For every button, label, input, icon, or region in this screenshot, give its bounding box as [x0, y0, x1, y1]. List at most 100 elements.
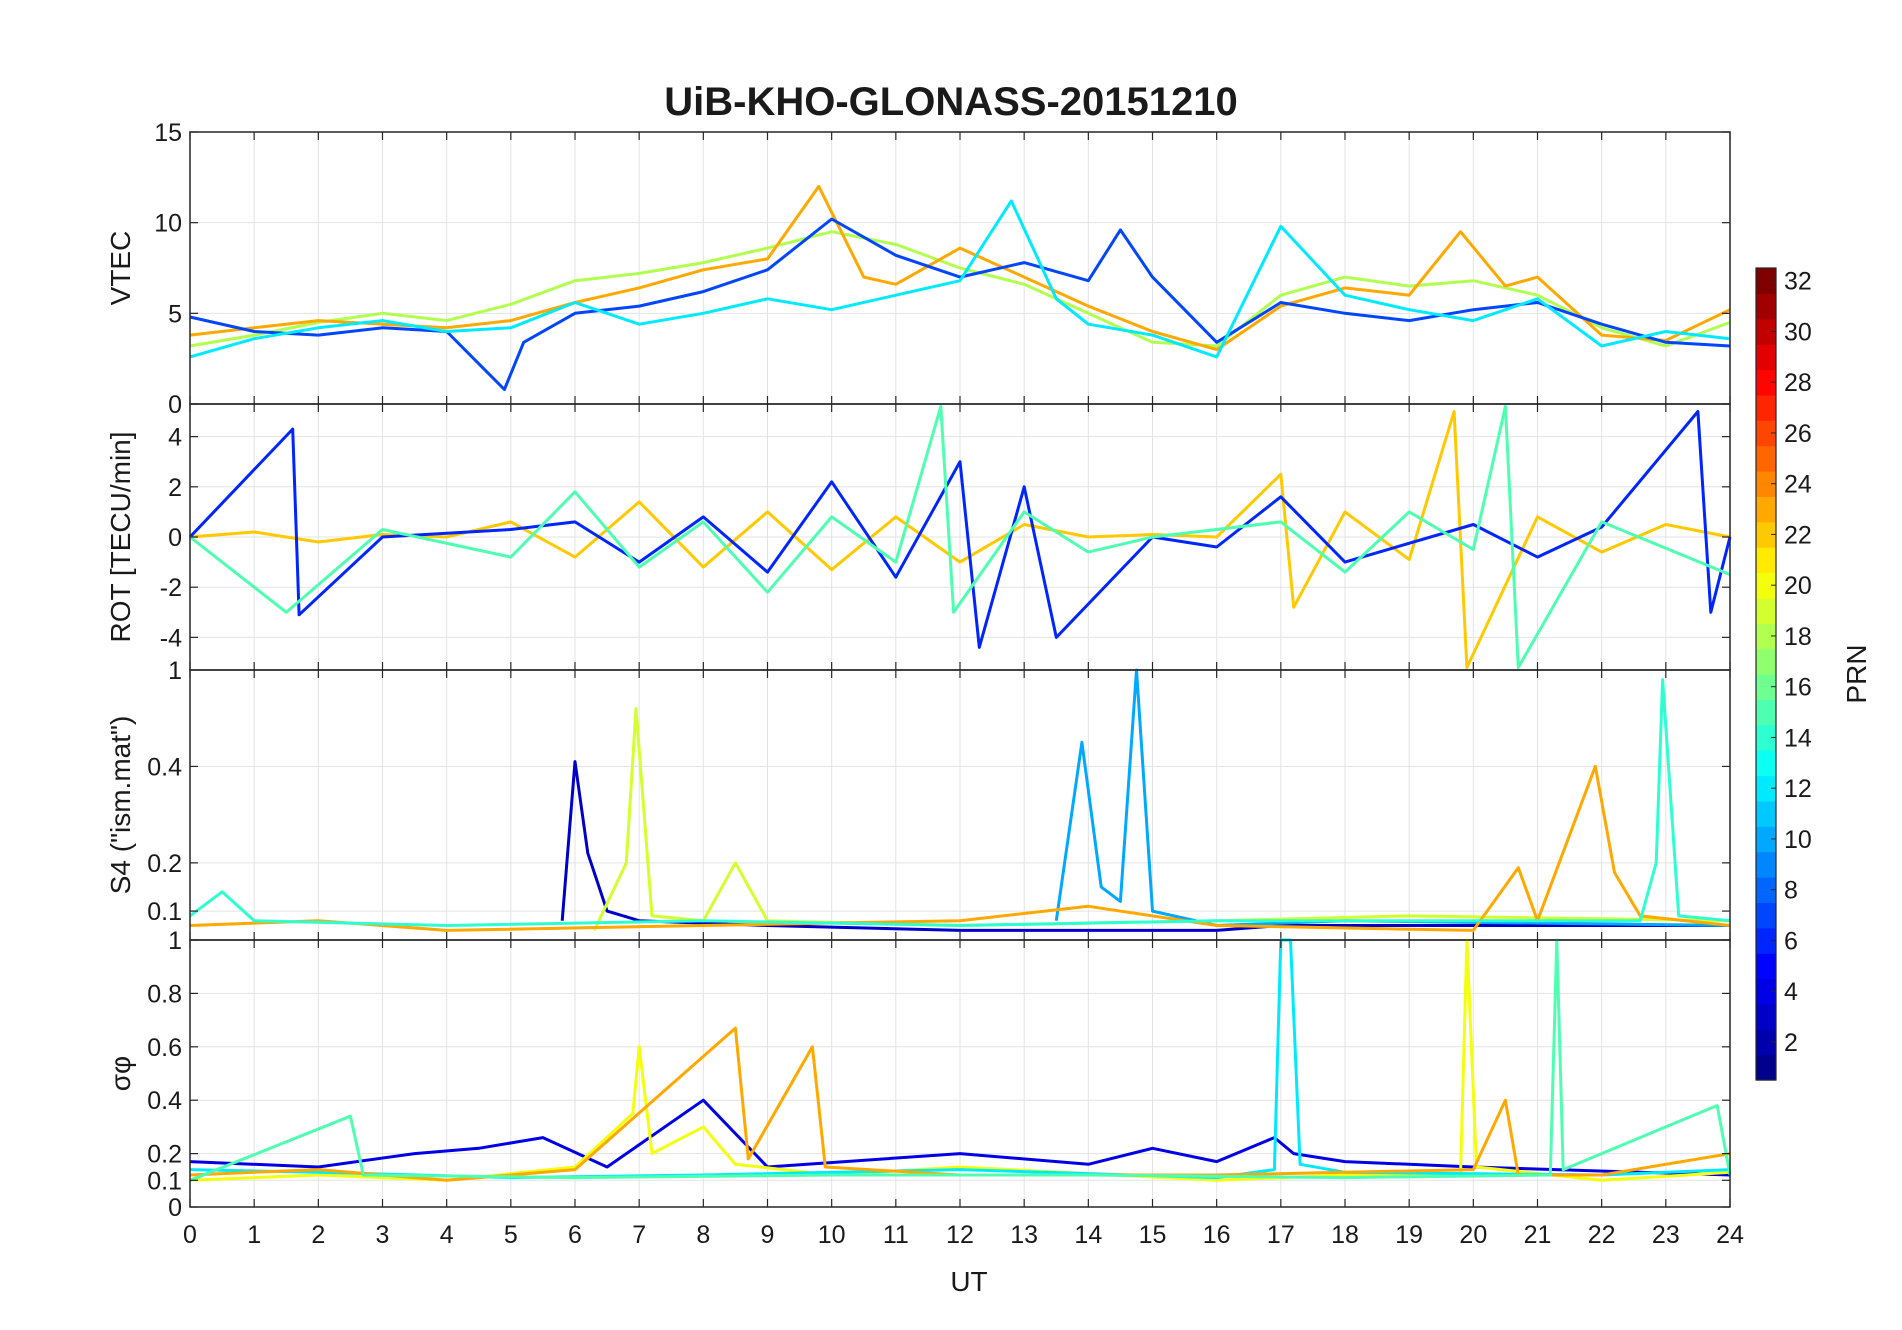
y-tick-label: 1: [168, 657, 182, 685]
series-line-prn-18: [189, 230, 1731, 348]
x-axis-label: UT: [950, 1266, 987, 1297]
series-line-prn-23: [189, 184, 1731, 352]
colorbar-segment: [1756, 902, 1776, 929]
x-tick-label: 6: [568, 1221, 582, 1249]
colorbar-segment: [1756, 420, 1776, 447]
grid-s4: [189, 670, 1731, 940]
colorbar-tick-label: 14: [1784, 724, 1812, 752]
colorbar-segment: [1756, 724, 1776, 751]
series-line-prn-6: [188, 410, 1732, 649]
y-tick-label: 0: [168, 524, 182, 552]
series-rot: [188, 405, 1732, 669]
colorbar-segment: [1756, 674, 1776, 700]
colorbar-segment: [1756, 800, 1776, 827]
colorbar-segment: [1756, 927, 1776, 954]
y-tick-label: 4: [168, 424, 182, 452]
series-line-prn-19: [592, 707, 1731, 932]
y-tick-label: 0.4: [147, 753, 182, 781]
x-tick-label: 3: [376, 1221, 390, 1249]
y-tick-label: -4: [160, 624, 182, 652]
series-line-prn-14: [189, 678, 1731, 927]
y-axis-label-vtec: VTEC: [105, 231, 136, 306]
series-line-prn-15: [189, 405, 1731, 669]
x-tick-label: 9: [761, 1221, 775, 1249]
panel-s4: 0.1 0.2 0.4 1 S4 ("ism.mat"): [105, 657, 1731, 941]
x-tick-label: 18: [1331, 1221, 1359, 1249]
colorbar-tick-label: 20: [1784, 572, 1812, 600]
y-tick-label: 0.1: [147, 898, 182, 926]
panel-vtec: 0 5 10 15 VTEC: [105, 119, 1731, 419]
ticks-s4: 0.1 0.2 0.4 1: [147, 657, 1731, 940]
x-tick-label: 14: [1074, 1221, 1102, 1249]
x-tick-label: 7: [632, 1221, 646, 1249]
y-axis-label-s4: S4 ("ism.mat"): [105, 716, 136, 895]
ticks-vtec: 0 5 10 15: [154, 119, 1731, 419]
colorbar-segment: [1756, 471, 1776, 497]
series-vtec: [189, 184, 1731, 391]
series-line-prn-15: [189, 938, 1732, 1182]
colorbar-segment: [1756, 344, 1776, 371]
colorbar-segment: [1756, 750, 1776, 777]
y-tick-label: 1: [168, 927, 182, 955]
y-tick-label: 0.4: [147, 1087, 182, 1115]
colorbar-segment: [1756, 978, 1776, 1005]
colorbar-tick-label: 2: [1784, 1029, 1798, 1057]
colorbar-segment: [1756, 597, 1776, 624]
y-tick-label: 15: [154, 119, 182, 147]
x-tick-label: 17: [1267, 1221, 1295, 1249]
colorbar-tick-label: 16: [1784, 674, 1812, 702]
colorbar-tick-label: 22: [1784, 521, 1812, 549]
y-tick-label: 0.2: [147, 850, 182, 878]
colorbar-segment: [1756, 547, 1776, 574]
x-tick-label: 1: [247, 1221, 261, 1249]
y-tick-label: 0.8: [147, 980, 182, 1008]
y-tick-label: 2: [168, 474, 182, 502]
y-tick-label: 0: [168, 1194, 182, 1222]
colorbar-segment: [1756, 648, 1776, 675]
colorbar-tick-label: 24: [1784, 471, 1812, 499]
x-tick-label: 24: [1716, 1221, 1744, 1249]
y-tick-label: -2: [160, 574, 182, 602]
x-tick-label: 10: [818, 1221, 846, 1249]
x-tick-label: 12: [946, 1221, 974, 1249]
series-line-prn-20: [189, 938, 1731, 1182]
y-tick-label: 0.6: [147, 1034, 182, 1062]
colorbar-tick-label: 4: [1784, 978, 1798, 1006]
colorbar-segment: [1756, 1003, 1776, 1030]
series-line-prn-7: [189, 217, 1731, 391]
y-tick-label: 10: [154, 210, 182, 238]
colorbar-segment: [1756, 293, 1776, 320]
colorbar-tick-label: 18: [1784, 623, 1812, 651]
colorbar-tick-label: 26: [1784, 420, 1812, 448]
colorbar-tick-label: 28: [1784, 369, 1812, 397]
y-axis-label-sigma_phi: σφ: [105, 1056, 136, 1091]
colorbar-segment: [1756, 521, 1776, 548]
colorbar-segment: [1756, 496, 1776, 523]
colorbar-tick-label: 8: [1784, 877, 1798, 905]
x-tick-label: 15: [1139, 1221, 1167, 1249]
x-tick-label: 0: [183, 1221, 197, 1249]
colorbar-segment: [1756, 572, 1776, 599]
colorbar-tick-label: 10: [1784, 826, 1812, 854]
colorbar-segment: [1756, 1029, 1776, 1056]
colorbar-tick-label: 30: [1784, 318, 1812, 346]
colorbar-segment: [1756, 1054, 1776, 1081]
colorbar-tick-label: 6: [1784, 927, 1798, 955]
colorbar-segment: [1756, 623, 1776, 650]
colorbar-tick-label: 32: [1784, 268, 1812, 296]
ticks-sigma_phi: 00.10.2 0.4 0.6 0.8 1: [147, 927, 1731, 1222]
y-axis-label-rot: ROT [TECU/min]: [105, 431, 136, 642]
colorbar-segment: [1756, 877, 1776, 903]
x-tick-label: 23: [1652, 1221, 1680, 1249]
series-line-prn-12: [189, 199, 1731, 359]
y-tick-label: 0.1: [147, 1167, 182, 1195]
colorbar-segment: [1756, 445, 1776, 472]
x-tick-label: 19: [1395, 1221, 1423, 1249]
colorbar-tick-label: 12: [1784, 775, 1812, 803]
x-tick-label: 13: [1010, 1221, 1038, 1249]
colorbar-segment: [1756, 953, 1776, 980]
colorbar-segment: [1756, 775, 1776, 802]
